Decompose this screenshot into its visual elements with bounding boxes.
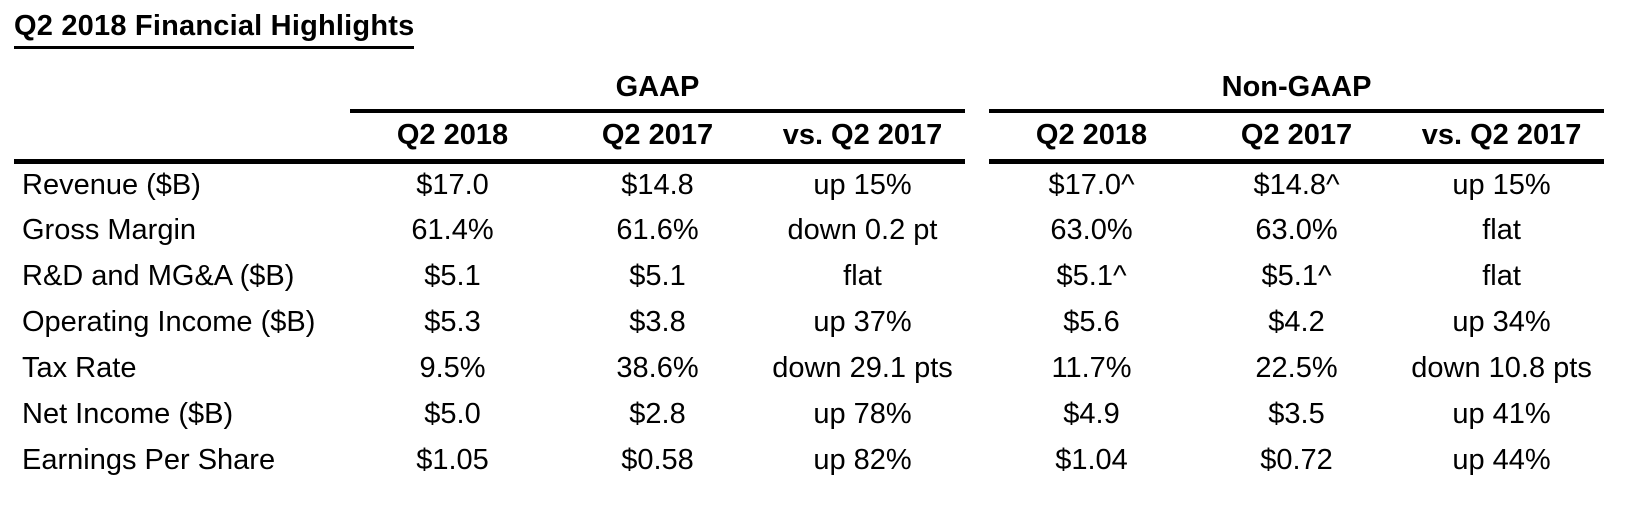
value-cell: up 15% [1452, 168, 1551, 201]
empty-corner [14, 65, 350, 111]
row-label: Earnings Per Share [22, 443, 276, 476]
value-cell: $14.8 [621, 168, 694, 201]
column-gap [965, 345, 989, 391]
value-cell: 63.0% [1050, 213, 1133, 246]
value-cell: down 10.8 pts [1411, 351, 1592, 384]
column-header-nongaap-q2-2018: Q2 2018 [989, 111, 1195, 164]
value-cell: $4.2 [1268, 305, 1325, 338]
column-header-gaap-q2-2018: Q2 2018 [350, 111, 555, 164]
value-cell: $5.1 [629, 259, 686, 292]
value-cell: flat [1482, 213, 1521, 246]
row-label: Tax Rate [22, 351, 137, 384]
value-cell: $14.8^ [1253, 168, 1340, 201]
value-cell: flat [1482, 259, 1521, 292]
value-cell: 9.5% [419, 351, 486, 384]
row-label: R&D and MG&A ($B) [22, 259, 295, 292]
financial-highlights-table: GAAP Non-GAAP Q2 2018 Q2 2017 vs. Q2 201… [14, 65, 1605, 483]
column-header-gaap-vs-q2-2017: vs. Q2 2017 [760, 111, 966, 164]
column-gap [965, 253, 989, 299]
column-header-nongaap-vs-q2-2017: vs. Q2 2017 [1399, 111, 1605, 164]
table-row-revenue: Revenue ($B) $17.0 $14.8 up 15% $17.0^ $… [14, 161, 1604, 207]
value-cell: $3.8 [629, 305, 686, 338]
value-cell: up 44% [1452, 443, 1551, 476]
table-row-gross-margin: Gross Margin 61.4% 61.6% down 0.2 pt 63.… [14, 207, 1604, 253]
value-cell: $1.05 [416, 443, 489, 476]
column-header-gaap-q2-2017: Q2 2017 [555, 111, 760, 164]
column-gap [965, 111, 989, 161]
value-cell: up 37% [813, 305, 912, 338]
value-cell: $5.1^ [1056, 259, 1127, 292]
table-row-rd-mga: R&D and MG&A ($B) $5.1 $5.1 flat $5.1^ $… [14, 253, 1604, 299]
value-cell: $5.6 [1063, 305, 1120, 338]
value-cell: up 34% [1452, 305, 1551, 338]
page-title: Q2 2018 Financial Highlights [14, 10, 415, 49]
column-gap [965, 299, 989, 345]
column-gap [965, 391, 989, 437]
table-row-earnings-per-share: Earnings Per Share $1.05 $0.58 up 82% $1… [14, 437, 1604, 483]
value-cell: down 0.2 pt [787, 213, 938, 246]
value-cell: up 78% [813, 397, 912, 430]
value-cell: $5.0 [424, 397, 481, 430]
value-cell: 61.4% [411, 213, 494, 246]
value-cell: $1.04 [1055, 443, 1128, 476]
value-cell: $17.0 [416, 168, 489, 201]
column-gap [965, 65, 989, 111]
value-cell: down 29.1 pts [772, 351, 953, 384]
value-cell: 22.5% [1255, 351, 1338, 384]
row-label: Net Income ($B) [22, 397, 234, 430]
value-cell: 11.7% [1051, 351, 1132, 384]
value-cell: $17.0^ [1048, 168, 1135, 201]
column-gap [965, 437, 989, 483]
value-cell: $4.9 [1063, 397, 1120, 430]
table-row-tax-rate: Tax Rate 9.5% 38.6% down 29.1 pts 11.7% … [14, 345, 1604, 391]
value-cell: $0.72 [1260, 443, 1333, 476]
column-gap [965, 207, 989, 253]
column-header-row: Q2 2018 Q2 2017 vs. Q2 2017 Q2 2018 Q2 2… [14, 111, 1605, 164]
value-cell: $0.58 [621, 443, 694, 476]
table-row-net-income: Net Income ($B) $5.0 $2.8 up 78% $4.9 $3… [14, 391, 1604, 437]
value-cell: 63.0% [1255, 213, 1338, 246]
value-cell: $5.1^ [1261, 259, 1332, 292]
slide: Q2 2018 Financial Highlights GAAP Non-GA… [14, 10, 1605, 483]
value-cell: up 15% [813, 168, 912, 201]
row-label: Revenue ($B) [22, 168, 201, 201]
value-cell: $5.3 [424, 305, 481, 338]
column-header-nongaap-q2-2017: Q2 2017 [1194, 111, 1400, 164]
table-row-operating-income: Operating Income ($B) $5.3 $3.8 up 37% $… [14, 299, 1604, 345]
value-cell: up 82% [813, 443, 912, 476]
group-header-non-gaap: Non-GAAP [989, 65, 1605, 113]
value-cell: 61.6% [616, 213, 699, 246]
value-cell: 38.6% [616, 351, 699, 384]
value-cell: $5.1 [424, 259, 481, 292]
value-cell: $3.5 [1268, 397, 1325, 430]
column-gap [965, 161, 989, 207]
empty-label-header [14, 111, 350, 164]
value-cell: up 41% [1452, 397, 1551, 430]
row-label: Operating Income ($B) [22, 305, 316, 338]
value-cell: flat [843, 259, 882, 292]
row-label: Gross Margin [22, 213, 197, 246]
group-header-gaap: GAAP [350, 65, 966, 113]
value-cell: $2.8 [629, 397, 686, 430]
group-header-row: GAAP Non-GAAP [14, 65, 1605, 113]
